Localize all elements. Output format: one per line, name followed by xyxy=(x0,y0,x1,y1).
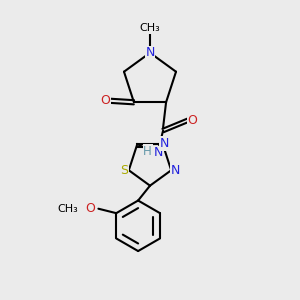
Text: N: N xyxy=(171,164,180,177)
Text: N: N xyxy=(160,137,169,150)
Text: CH₃: CH₃ xyxy=(58,204,79,214)
Text: N: N xyxy=(145,46,155,59)
Text: S: S xyxy=(120,164,128,177)
Text: N: N xyxy=(154,146,163,159)
Text: O: O xyxy=(100,94,110,107)
Text: O: O xyxy=(85,202,95,214)
Text: H: H xyxy=(143,145,152,158)
Text: O: O xyxy=(188,114,197,127)
Text: CH₃: CH₃ xyxy=(140,23,160,33)
